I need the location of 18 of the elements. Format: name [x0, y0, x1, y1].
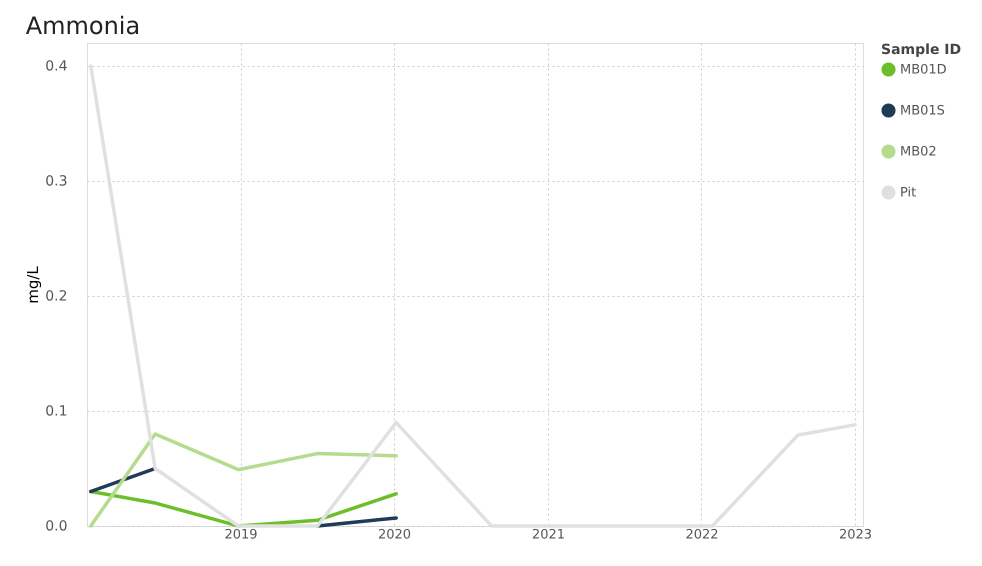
legend-label: MB01D [900, 62, 947, 78]
legend-label: MB02 [900, 144, 937, 160]
legend-label: MB01S [900, 104, 945, 118]
line-series [89, 432, 398, 528]
y-tick-label: 0.4 [45, 58, 68, 74]
y-axis-title: mg/L [24, 266, 42, 304]
legend-title: Sample ID [881, 42, 962, 58]
legend-label: Pit [900, 186, 916, 200]
x-tick-label: 2019 [224, 528, 258, 542]
x-tick-label: 2022 [685, 528, 719, 542]
y-tick-label: 0.2 [45, 288, 68, 304]
y-tick-label: 0.0 [45, 518, 68, 534]
x-tick-label: 2023 [838, 528, 872, 542]
y-tick-label: 0.3 [45, 174, 68, 190]
x-tick-label: 2021 [532, 528, 566, 542]
chart-title: Ammonia [26, 12, 140, 40]
x-tick-label: 2020 [378, 528, 412, 542]
y-tick-label: 0.1 [45, 404, 68, 420]
